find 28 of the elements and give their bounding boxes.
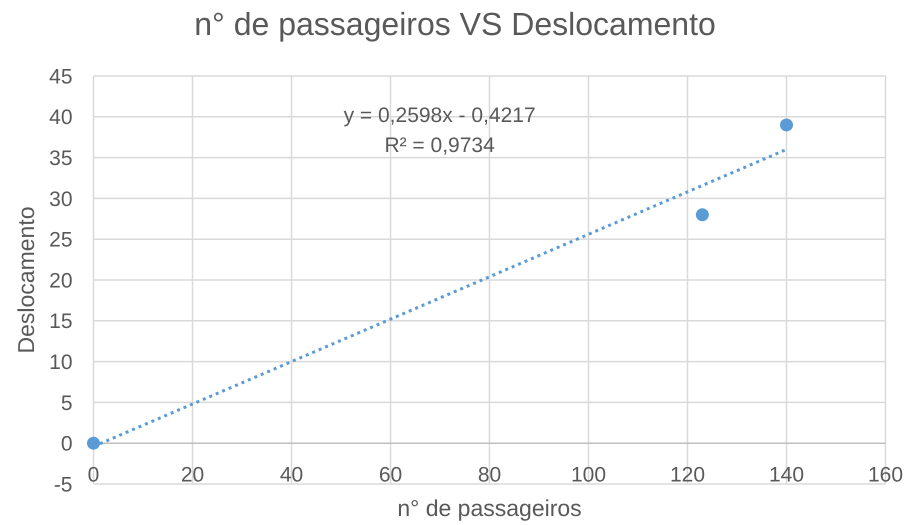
- x-tick-label: 40: [280, 464, 304, 487]
- y-tick-label: 15: [49, 310, 72, 334]
- y-tick-label: 20: [49, 269, 72, 292]
- y-tick-label: 40: [49, 106, 72, 130]
- y-tick-label: 45: [49, 65, 72, 88]
- y-axis-title: Deslocamento: [13, 206, 39, 354]
- y-tick-label: 35: [49, 146, 72, 170]
- x-axis-title: n° de passageiros: [397, 495, 582, 521]
- y-tick-label: 30: [49, 188, 72, 211]
- x-tick-label: 120: [670, 464, 706, 487]
- x-tick-label: 100: [570, 464, 606, 487]
- y-tick-label: -5: [54, 473, 72, 496]
- x-tick-label: 60: [378, 464, 402, 487]
- y-tick-label: 5: [60, 392, 72, 415]
- x-tick-label: 140: [768, 464, 804, 487]
- chart-title: n° de passageiros VS Deslocamento: [194, 6, 716, 42]
- point: [87, 436, 100, 450]
- point: [696, 208, 709, 222]
- y-tick-label: 0: [60, 432, 72, 456]
- point: [780, 118, 793, 132]
- x-tick-label: 160: [868, 464, 904, 487]
- x-tick-label: 0: [88, 464, 100, 487]
- y-tick-label: 10: [49, 350, 72, 374]
- annotation: R² = 0,9734: [384, 134, 496, 157]
- x-tick-label: 20: [180, 464, 204, 487]
- annotation: y = 0,2598x - 0,4217: [344, 104, 536, 127]
- x-tick-label: 80: [478, 464, 502, 487]
- y-tick-label: 25: [49, 228, 72, 252]
